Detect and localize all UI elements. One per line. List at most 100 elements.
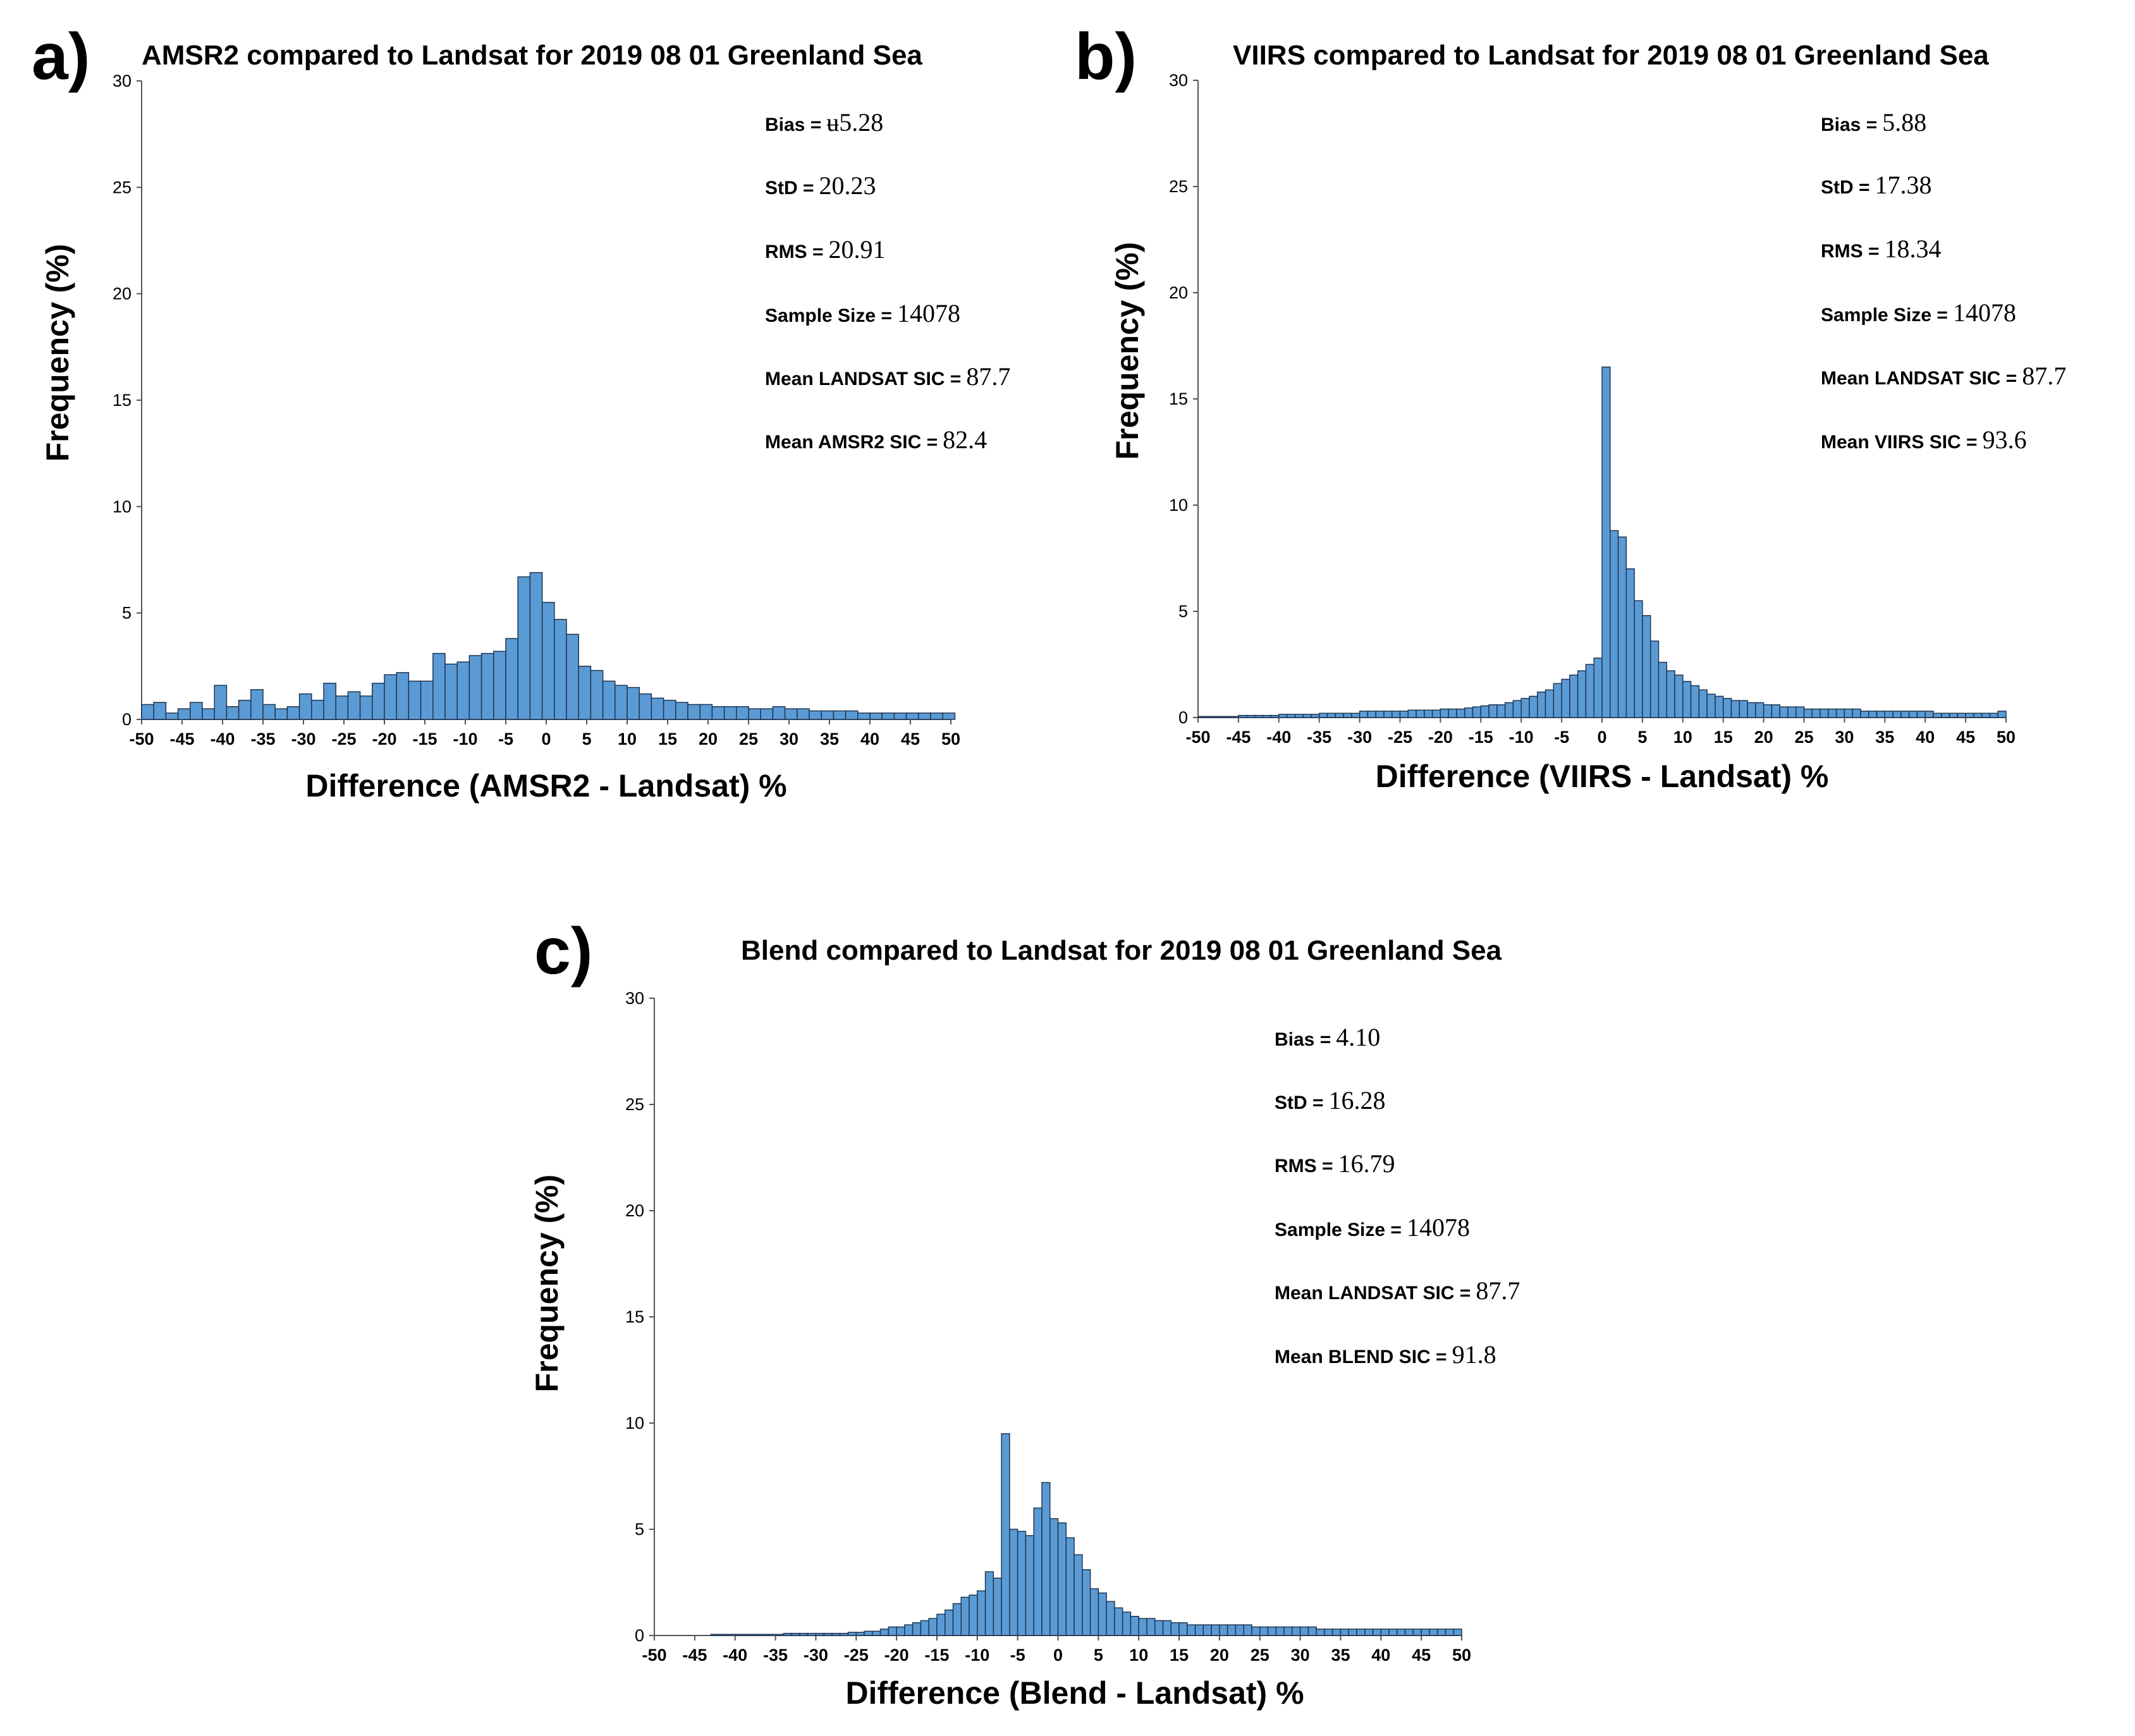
histogram-bar [936,1613,946,1636]
histogram-bar [809,710,822,720]
histogram-bar [869,712,883,720]
histogram-bar [1739,700,1748,718]
x-tick-label: -50 [642,1646,666,1665]
histogram-bar [359,695,373,720]
stat-label: Sample Size = [1821,305,1948,326]
stat-label: Mean LANDSAT SIC = [1821,368,2017,389]
y-tick-label: 25 [113,178,132,197]
histogram-bar [627,687,640,720]
histogram-bar [1480,705,1490,718]
histogram-bar [928,1618,938,1636]
histogram-bar [799,1632,809,1636]
histogram-bar [1472,706,1482,718]
histogram-bar [408,680,422,720]
histogram-bar [1916,711,1926,718]
stat-annotation: StD = 20.23 [765,171,876,200]
histogram-bar [726,1634,736,1636]
histogram-bar [1504,702,1514,718]
histogram-bar [1453,1629,1462,1636]
histogram-bar [742,1634,752,1636]
histogram-bar [335,695,349,720]
histogram-bar [1307,1626,1317,1636]
histogram-bar [165,712,179,720]
stat-label: Bias = [1821,114,1877,135]
stat-value: 87.7 [2022,362,2066,390]
y-tick-label: 5 [122,604,132,623]
histogram-bar [1041,1482,1051,1636]
stat-label: Mean AMSR2 SIC = [765,432,938,453]
x-tick-label: 0 [1053,1646,1063,1665]
histogram-bar [1235,1624,1244,1636]
histogram-bar [675,702,688,720]
histogram-bar [1340,1629,1349,1636]
histogram-bar [1957,712,1966,718]
histogram-bar [226,706,240,720]
histogram-bar [1690,685,1700,718]
stat-label: Mean VIIRS SIC = [1821,432,1978,453]
stat-value: 14078 [1407,1213,1470,1242]
y-tick-label: 15 [1169,389,1188,408]
histogram-bar [311,699,324,720]
histogram-bar [1033,1507,1043,1636]
stat-label: Mean BLEND SIC = [1275,1347,1447,1367]
histogram-bar [1884,711,1893,718]
histogram-bar [1429,1629,1438,1636]
histogram-bar [823,1632,833,1636]
x-tick-label: -35 [763,1646,788,1665]
histogram-bar [1666,670,1675,718]
x-tick-label: -40 [210,730,235,749]
histogram-bar [602,680,616,720]
y-tick-label: 0 [122,710,132,729]
chart-panel-a: a) AMSR2 compared to Landsat for 2019 08 … [32,20,1010,804]
histogram-bar [1114,1607,1123,1636]
histogram-bar [879,1629,890,1636]
stat-label: Sample Size = [1275,1219,1402,1240]
histogram-bar [1213,716,1223,718]
histogram-bar [1617,536,1627,718]
histogram-bar [855,1632,865,1636]
histogram-bar [1941,712,1950,718]
y-tick-label: 0 [1178,708,1188,727]
x-tick-label: -40 [723,1646,747,1665]
histogram-bar [1170,1622,1180,1636]
histogram-bar [1146,1618,1156,1636]
x-axis-label: Difference (VIIRS - Landsat) % [1376,759,1829,794]
histogram-bar [1318,712,1328,718]
histogram-bar [1601,366,1611,718]
x-tick-label: 40 [860,730,879,749]
histogram-bar [1811,708,1821,718]
histogram-bar [930,712,943,720]
histogram-bar [1243,1624,1252,1636]
histogram-bar [1445,1629,1454,1636]
histogram-bar [1162,1620,1172,1636]
histogram-bar [298,693,312,720]
histogram-bar [1412,1629,1422,1636]
histogram-bar [323,683,336,720]
stat-label: Mean LANDSAT SIC = [1275,1283,1471,1304]
histogram-bar [984,1571,994,1636]
x-tick-label: -40 [1266,728,1291,747]
x-axis-label: Difference (Blend - Landsat) % [845,1675,1304,1711]
stat-annotation: StD = 17.38 [1821,171,1932,199]
x-tick-label: 0 [541,730,551,749]
x-tick-label: -30 [291,730,315,749]
histogram-bar [250,689,264,720]
histogram-bar [1391,711,1401,718]
histogram-bar [1221,716,1231,718]
stat-value: 87.7 [966,362,1010,391]
x-tick-label: 45 [1412,1646,1431,1665]
y-axis-label: Frequency (%) [1110,242,1145,460]
histogram-bar [888,1626,897,1636]
histogram-bar [723,706,737,720]
histogram-bar [615,685,628,720]
histogram-bar [881,712,895,720]
x-tick-label: -20 [1428,728,1453,747]
histogram-bar [1642,614,1651,718]
histogram-bar [396,672,410,720]
histogram-bar [1259,1626,1269,1636]
histogram-bar [1254,714,1263,718]
panel-label: c) [534,915,592,988]
y-axis-label: Frequency (%) [529,1175,565,1393]
histogram-bar [864,1630,873,1636]
